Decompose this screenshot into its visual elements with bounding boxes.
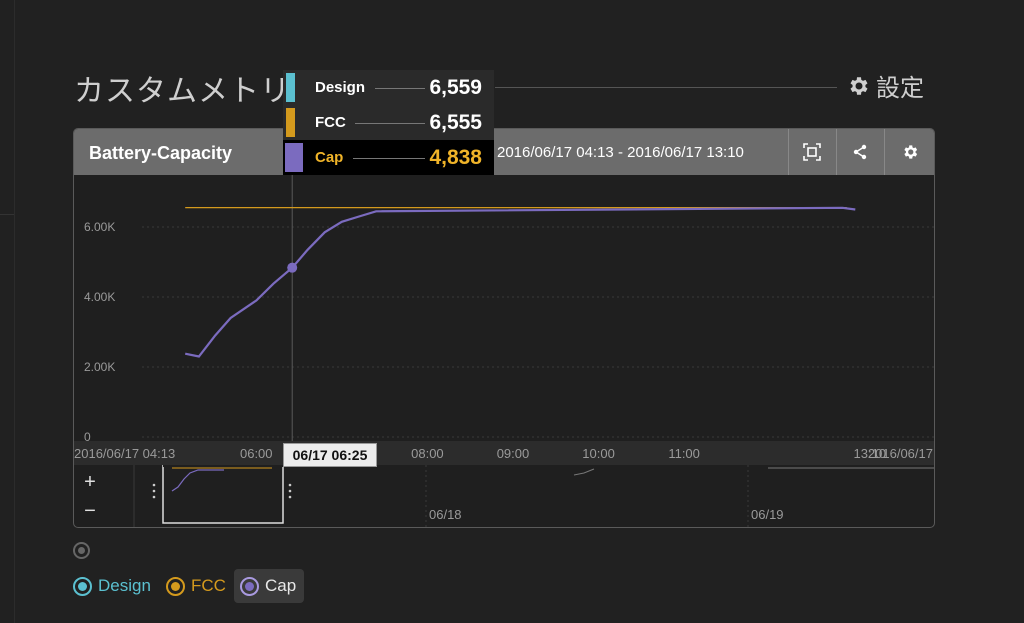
page-title: カスタムメトリ [74, 75, 291, 108]
toggle-all-radio[interactable] [73, 542, 90, 559]
tooltip-label: Cap [315, 149, 344, 166]
y-tick-label: 2.00K [84, 360, 115, 374]
panel-header: Battery-Capacity 2016/06/17 04:13 - 2016… [74, 129, 934, 175]
navigator-day-label: 06/19 [751, 507, 784, 522]
radio-icon [240, 576, 259, 596]
tooltip-value: 4,838 [429, 146, 482, 169]
tooltip-leader [353, 158, 425, 159]
share-icon [853, 144, 867, 160]
navigator-selection-window [162, 465, 284, 524]
legend-item-cap[interactable]: Cap [234, 569, 304, 603]
y-tick-label: 6.00K [84, 220, 115, 234]
handle-dot [288, 489, 292, 493]
legend-label: Design [98, 576, 151, 595]
tooltip-label: Design [315, 79, 366, 96]
series-line-cap [184, 206, 856, 358]
legend-label: FCC [191, 576, 226, 595]
tooltip-swatch [285, 143, 303, 172]
value-tooltip: Design 6,559 FCC 6,555 Cap 4,838 [283, 70, 494, 175]
chart-panel: Battery-Capacity 2016/06/17 04:13 - 2016… [73, 128, 935, 528]
handle-dot [152, 495, 156, 499]
radio-icon [73, 576, 92, 596]
zoom-out-button[interactable]: − [84, 500, 96, 522]
handle-dot [288, 495, 292, 499]
y-tick-label: 0 [84, 430, 91, 444]
navigator-cap-line [171, 469, 224, 492]
tooltip-leader [355, 123, 425, 124]
tooltip-leader [375, 88, 425, 89]
navigator-left-handle[interactable] [152, 483, 156, 499]
share-button[interactable] [836, 129, 883, 175]
panel-settings-button[interactable] [884, 129, 934, 175]
handle-dot [152, 489, 156, 493]
handle-dot [152, 483, 156, 487]
zoom-in-button[interactable]: + [84, 471, 96, 493]
tooltip-swatch [286, 108, 295, 137]
radio-icon [166, 576, 185, 596]
x-tick-label: 2016/06/17 04:13 [74, 446, 175, 461]
legend-item-design[interactable]: Design [73, 569, 151, 603]
panel-title: Battery-Capacity [89, 143, 233, 163]
legend-label: Cap [265, 576, 297, 595]
tooltip-row-fcc: FCC 6,555 [283, 105, 494, 140]
cursor-time-label: 06/17 06:25 [283, 443, 377, 467]
left-sidebar-divider [0, 214, 14, 215]
gear-icon [904, 145, 918, 159]
navigator-day-label: 06/18 [429, 507, 462, 522]
x-tick-label: 06:00 [240, 446, 273, 461]
y-tick-label: 4.00K [84, 290, 115, 304]
settings-button[interactable]: 設定 [846, 68, 924, 103]
fit-screen-icon [803, 143, 821, 161]
x-tick-label: 13:10 [854, 446, 887, 461]
tooltip-row-cap: Cap 4,838 [283, 140, 494, 175]
x-tick-label: 11:00 [668, 446, 700, 461]
fit-screen-button[interactable] [788, 129, 835, 175]
left-sidebar-edge [0, 0, 15, 623]
navigator-selection-top [163, 465, 283, 467]
x-tick-label: 08:00 [411, 446, 444, 461]
x-axis-band [74, 441, 934, 465]
cursor-point [287, 262, 298, 273]
navigator-area[interactable]: 06/18 06/19 [74, 465, 934, 527]
gear-icon [850, 76, 868, 95]
legend-item-fcc[interactable]: FCC [166, 569, 226, 603]
time-range-text: 2016/06/17 04:13 - 2016/06/17 13:10 [497, 144, 744, 161]
tooltip-value: 6,555 [429, 111, 482, 134]
title-divider [495, 87, 837, 88]
navigator-trace [573, 468, 595, 476]
x-tick-label: 09:00 [497, 446, 530, 461]
tooltip-value: 6,559 [429, 76, 482, 99]
tooltip-swatch [286, 73, 295, 102]
x-tick-label: 2016/06/17 [868, 446, 933, 461]
handle-dot [288, 483, 292, 487]
tooltip-label: FCC [315, 114, 346, 131]
navigator-right-handle[interactable] [288, 483, 292, 499]
x-tick-label: 10:00 [582, 446, 615, 461]
settings-label: 設定 [876, 75, 924, 102]
tooltip-row-design: Design 6,559 [283, 70, 494, 105]
